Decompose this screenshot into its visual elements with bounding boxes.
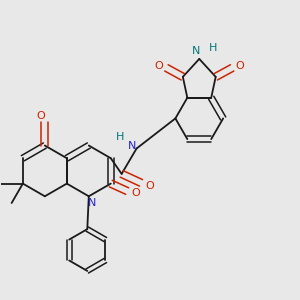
Text: O: O — [146, 181, 154, 191]
Text: H: H — [208, 44, 217, 53]
Text: H: H — [116, 132, 124, 142]
Text: O: O — [154, 61, 163, 71]
Text: N: N — [128, 140, 136, 151]
Text: N: N — [192, 46, 200, 56]
Text: O: O — [235, 61, 244, 71]
Text: O: O — [132, 188, 140, 198]
Text: O: O — [36, 111, 45, 121]
Text: N: N — [88, 198, 96, 208]
